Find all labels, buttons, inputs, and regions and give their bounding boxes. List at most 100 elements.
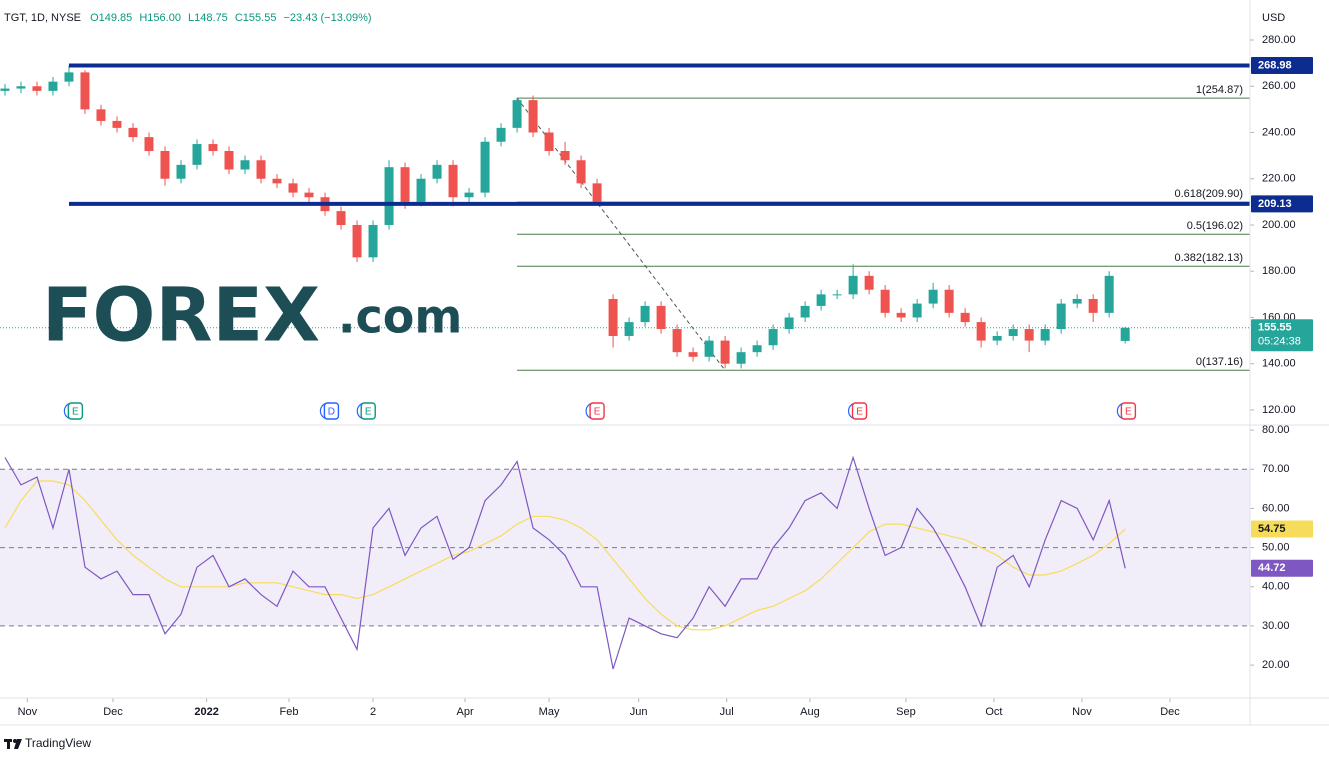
header: TGT, 1D, NYSE O149.85 H156.00 L148.75 C1… xyxy=(4,12,372,24)
rsi-line xyxy=(4,455,1126,670)
y-tick-label: 120.00 xyxy=(1262,404,1296,416)
x-tick-label: Dec xyxy=(103,706,123,718)
candle-body xyxy=(480,141,490,193)
x-tick-label: Dec xyxy=(1160,706,1180,718)
candle-body xyxy=(224,150,234,170)
y-tick-label: 220.00 xyxy=(1262,173,1296,185)
countdown-label: 05:24:38 xyxy=(1258,336,1301,348)
candle-body xyxy=(1008,329,1018,336)
candle-body xyxy=(64,72,74,82)
candle-body xyxy=(384,167,394,225)
candle-body xyxy=(752,345,762,353)
price-label-box xyxy=(1251,520,1313,538)
candle-body xyxy=(256,160,266,179)
candle-body xyxy=(960,312,970,323)
logo-name: FOREX xyxy=(42,273,320,359)
candle-body xyxy=(688,352,698,357)
candle-body xyxy=(832,294,842,296)
y-tick-label: 60.00 xyxy=(1262,502,1290,514)
tv-logo-part xyxy=(7,739,10,749)
x-tick-label: Sep xyxy=(896,706,916,718)
x-tick-label: 2022 xyxy=(194,706,218,718)
change-value: −23.43 (−13.09%) xyxy=(284,12,372,24)
candle-body xyxy=(672,329,682,353)
price-label-box xyxy=(1251,319,1313,352)
candle-body xyxy=(112,120,122,128)
y-tick-label: 30.00 xyxy=(1262,620,1290,632)
x-tick-label: Jun xyxy=(630,706,648,718)
candle-body xyxy=(80,72,90,110)
price-label-box xyxy=(1251,195,1313,213)
event-letter: D xyxy=(328,407,335,418)
candle-body xyxy=(352,224,362,258)
tv-logo xyxy=(4,739,22,749)
event-badge xyxy=(360,402,376,420)
candle-body xyxy=(880,289,890,313)
x-tick-label: 2 xyxy=(370,706,376,718)
candle-body xyxy=(1104,275,1114,313)
event-letter: E xyxy=(72,407,79,418)
candle-body xyxy=(768,329,778,346)
candle-body xyxy=(128,127,138,138)
price-label: 44.72 xyxy=(1258,562,1286,574)
candle-body xyxy=(0,88,10,91)
price-label-box xyxy=(1251,559,1313,577)
candle-body xyxy=(560,150,570,161)
candle-body xyxy=(816,294,826,306)
x-tick-label: Feb xyxy=(280,706,299,718)
candle-body xyxy=(1120,327,1130,341)
event-letter: E xyxy=(856,407,863,418)
candle-body xyxy=(304,192,314,198)
y-tick-label: 200.00 xyxy=(1262,219,1296,231)
low-value: L148.75 xyxy=(188,12,228,24)
x-tick-label: Oct xyxy=(985,706,1002,718)
candle-body xyxy=(544,132,554,151)
candle-body xyxy=(240,160,250,170)
x-tick-label: Nov xyxy=(18,706,38,718)
candle-body xyxy=(528,100,538,133)
event-badge xyxy=(323,402,340,420)
y-tick-label: 80.00 xyxy=(1262,424,1290,436)
candle-body xyxy=(16,86,26,89)
footer-brand: TradingView xyxy=(25,736,91,750)
candle-body xyxy=(512,100,522,128)
candle-body xyxy=(432,164,442,179)
candle-body xyxy=(592,183,602,202)
high-value: H156.00 xyxy=(139,12,181,24)
event-letter: E xyxy=(594,407,601,418)
y-tick-label: 70.00 xyxy=(1262,463,1290,475)
candle-body xyxy=(416,178,426,202)
candle-body xyxy=(496,127,506,142)
candle-body xyxy=(640,305,650,323)
fib-level-label: 1(254.87) xyxy=(1196,84,1243,96)
price-label: 155.55 xyxy=(1258,322,1292,334)
close-value: C155.55 xyxy=(235,12,277,24)
candle-body xyxy=(160,150,170,179)
price-label: 54.75 xyxy=(1258,523,1286,535)
under-layer xyxy=(0,39,1254,702)
candle-body xyxy=(720,340,730,364)
candle-body xyxy=(208,144,218,151)
event-badge xyxy=(589,402,605,420)
candle-body xyxy=(976,322,986,341)
candle-body xyxy=(1024,329,1034,341)
price-label: 268.98 xyxy=(1258,59,1292,71)
candle-body xyxy=(192,144,202,165)
candle-body xyxy=(800,305,810,318)
fib-level-label: 0.382(182.13) xyxy=(1175,252,1244,264)
candle-body xyxy=(448,164,458,198)
candle-body xyxy=(48,81,58,91)
candle-body xyxy=(288,183,298,193)
symbol: TGT, 1D, NYSE xyxy=(4,12,81,24)
logo-suffix: .com xyxy=(338,290,462,344)
y-tick-label: 20.00 xyxy=(1262,659,1290,671)
price-label-box xyxy=(1251,56,1313,74)
x-tick-label: Nov xyxy=(1072,706,1092,718)
candle-body xyxy=(912,303,922,318)
candle-body xyxy=(736,352,746,364)
y-tick-label: 280.00 xyxy=(1262,34,1296,46)
candle-body xyxy=(1072,298,1082,304)
candle-body xyxy=(1056,303,1066,330)
